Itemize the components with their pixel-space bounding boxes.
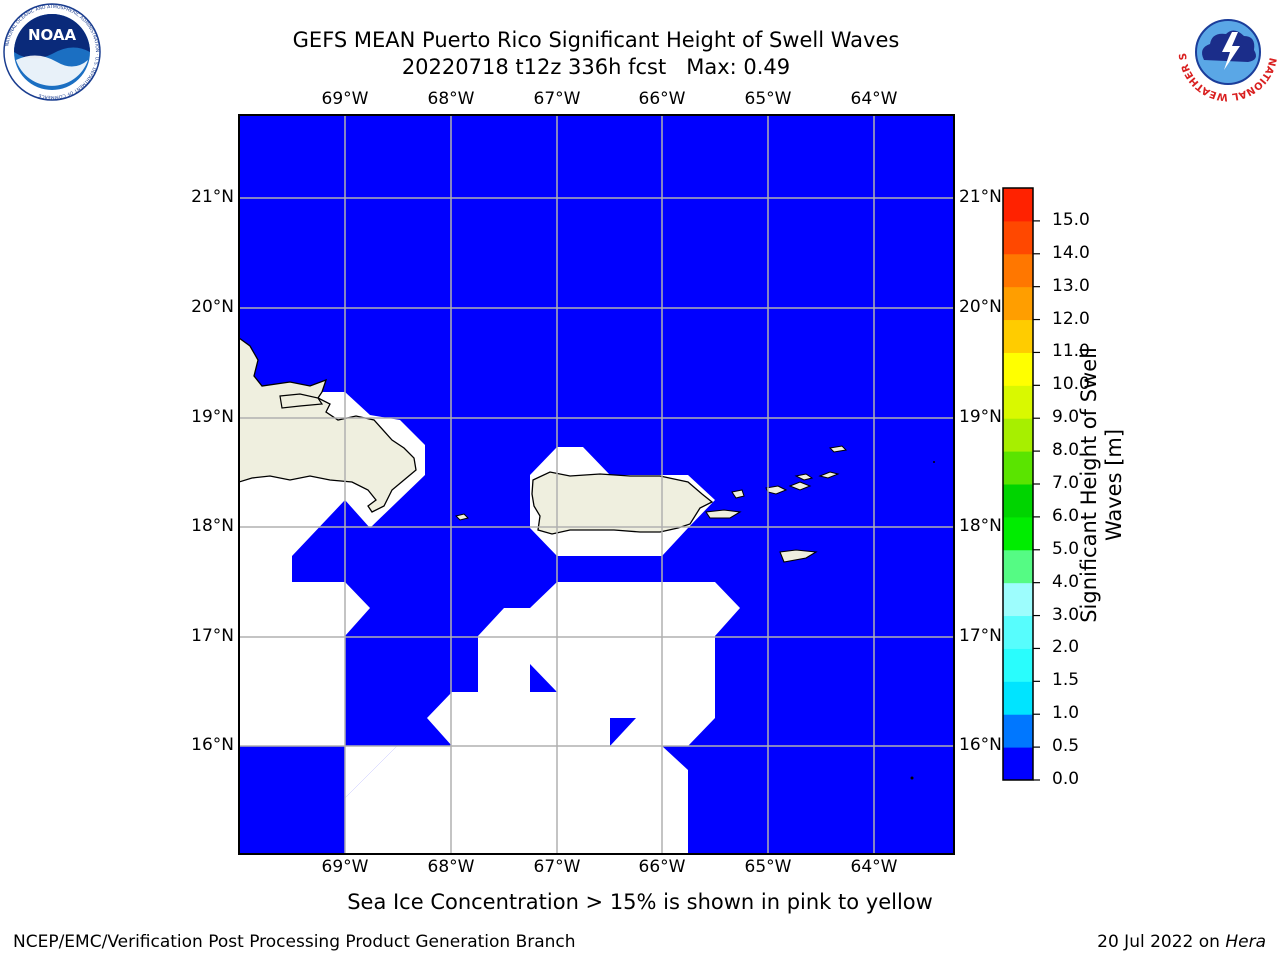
lon-label-bottom-66w: 66°W bbox=[638, 857, 686, 877]
land-mona bbox=[455, 513, 469, 521]
map-grid bbox=[239, 115, 954, 854]
sea-ice-note: Sea Ice Concentration > 15% is shown in … bbox=[347, 890, 933, 914]
colorbar-tick-label-4: 2.0 bbox=[1052, 637, 1080, 658]
colorbar-tick-label-7: 5.0 bbox=[1052, 538, 1080, 559]
map-frame bbox=[238, 114, 955, 855]
colorbar-band-0 bbox=[1003, 747, 1033, 781]
lat-label-left-21n: 21°N bbox=[191, 187, 234, 207]
colorbar-band-5 bbox=[1003, 582, 1033, 617]
land-tortuga bbox=[279, 393, 324, 409]
lightning-icon bbox=[1222, 32, 1240, 70]
lon-label-bottom-68w: 68°W bbox=[427, 857, 475, 877]
lon-label-top-69w: 69°W bbox=[321, 89, 369, 109]
colorbar bbox=[1002, 187, 1040, 781]
lat-label-left-19n: 19°N bbox=[191, 407, 234, 427]
lon-label-top-68w: 68°W bbox=[427, 89, 475, 109]
colorbar-tick-label-10: 8.0 bbox=[1052, 440, 1080, 461]
land-puerto-rico bbox=[531, 471, 714, 535]
colorbar-tick-label-6: 4.0 bbox=[1052, 571, 1080, 592]
land-islet-south bbox=[910, 776, 914, 780]
footer-date: 20 Jul 2022 on Hera bbox=[1097, 932, 1266, 952]
colorbar-tick-label-8: 6.0 bbox=[1052, 505, 1080, 526]
land-virgin-gorda bbox=[818, 471, 840, 479]
colorbar-band-8 bbox=[1003, 484, 1033, 518]
land-hispaniola bbox=[239, 337, 417, 513]
land-culebra bbox=[731, 489, 745, 499]
lat-label-right-17n: 17°N bbox=[959, 626, 1002, 646]
colorbar-band-6 bbox=[1003, 549, 1033, 584]
colorbar-tick-label-15: 13.0 bbox=[1052, 275, 1090, 296]
land-tortola bbox=[794, 473, 814, 481]
colorbar-band-2 bbox=[1003, 681, 1033, 715]
lon-label-top-66w: 66°W bbox=[638, 89, 686, 109]
land-st-croix bbox=[779, 549, 818, 563]
footer-host: Hera bbox=[1225, 932, 1266, 952]
land-anegada bbox=[828, 445, 848, 453]
colorbar-tick-label-3: 1.5 bbox=[1052, 670, 1080, 691]
lon-label-bottom-69w: 69°W bbox=[321, 857, 369, 877]
land-st-john bbox=[788, 481, 812, 491]
lat-label-right-21n: 21°N bbox=[959, 187, 1002, 207]
noaa-logo-text: NOAA bbox=[28, 26, 77, 44]
ocean-notch-1 bbox=[530, 664, 557, 692]
colorbar-band-9 bbox=[1003, 451, 1033, 485]
lon-label-bottom-65w: 65°W bbox=[744, 857, 792, 877]
colorbar-band-12 bbox=[1003, 352, 1033, 386]
lon-label-bottom-67w: 67°W bbox=[533, 857, 581, 877]
colorbar-band-13 bbox=[1003, 319, 1033, 353]
colorbar-tick-label-14: 12.0 bbox=[1052, 308, 1090, 329]
colorbar-band-15 bbox=[1003, 253, 1033, 288]
colorbar-band-16 bbox=[1003, 220, 1033, 255]
lon-label-top-65w: 65°W bbox=[744, 89, 792, 109]
lat-label-right-19n: 19°N bbox=[959, 407, 1002, 427]
colorbar-tick-label-12: 10.0 bbox=[1052, 374, 1090, 395]
lat-label-left-17n: 17°N bbox=[191, 626, 234, 646]
colorbar-tick-label-9: 7.0 bbox=[1052, 473, 1080, 493]
colorbar-band-7 bbox=[1003, 516, 1033, 551]
footer-credit: NCEP/EMC/Verification Post Processing Pr… bbox=[13, 932, 576, 952]
colorbar-label-line1: Significant Height of Swell bbox=[1077, 347, 1101, 623]
lon-label-top-64w: 64°W bbox=[850, 89, 898, 109]
lon-label-top-67w: 67°W bbox=[533, 89, 581, 109]
noaa-logo: NOAA NATIONAL OCEANIC AND ATMOSPHERIC AD… bbox=[3, 3, 101, 101]
nodata-southwest bbox=[239, 636, 397, 798]
lat-label-right-18n: 18°N bbox=[959, 516, 1002, 536]
colorbar-tick-label-13: 11.0 bbox=[1052, 341, 1090, 362]
colorbar-band-3 bbox=[1003, 648, 1033, 682]
lon-label-bottom-64w: 64°W bbox=[850, 857, 898, 877]
colorbar-band-1 bbox=[1003, 714, 1033, 748]
lat-label-right-16n: 16°N bbox=[959, 735, 1002, 755]
colorbar-band-10 bbox=[1003, 418, 1033, 452]
colorbar-label-line2: Waves [m] bbox=[1102, 428, 1126, 542]
colorbar-tick-label-5: 3.0 bbox=[1052, 604, 1080, 625]
lat-label-left-16n: 16°N bbox=[191, 735, 234, 755]
footer-date-text: 20 Jul 2022 on bbox=[1097, 932, 1226, 952]
colorbar-tick-label-16: 14.0 bbox=[1052, 242, 1090, 263]
lat-label-left-18n: 18°N bbox=[191, 516, 234, 536]
chart-title: GEFS MEAN Puerto Rico Significant Height… bbox=[292, 28, 900, 52]
colorbar-band-17 bbox=[1003, 188, 1033, 222]
colorbar-tick-label-11: 9.0 bbox=[1052, 407, 1080, 428]
colorbar-tick-label-1: 0.5 bbox=[1052, 736, 1080, 757]
colorbar-tick-label-2: 1.0 bbox=[1052, 703, 1080, 724]
chart-subtitle: 20220718 t12z 336h fcst Max: 0.49 bbox=[401, 55, 791, 79]
land-islet-east bbox=[933, 461, 935, 463]
ocean-notch-2 bbox=[610, 718, 636, 746]
colorbar-tick-label-17: 15.0 bbox=[1052, 209, 1090, 230]
colorbar-band-14 bbox=[1003, 286, 1033, 321]
lat-label-left-20n: 20°N bbox=[191, 297, 234, 317]
nws-logo: NATIONAL WEATHER SERVICE bbox=[1178, 2, 1278, 102]
colorbar-tick-label-0: 0.0 bbox=[1052, 769, 1080, 789]
lat-label-right-20n: 20°N bbox=[959, 297, 1002, 317]
nodata-south bbox=[239, 582, 740, 854]
colorbar-band-11 bbox=[1003, 385, 1033, 419]
land-vieques bbox=[705, 509, 742, 519]
colorbar-band-4 bbox=[1003, 615, 1033, 649]
